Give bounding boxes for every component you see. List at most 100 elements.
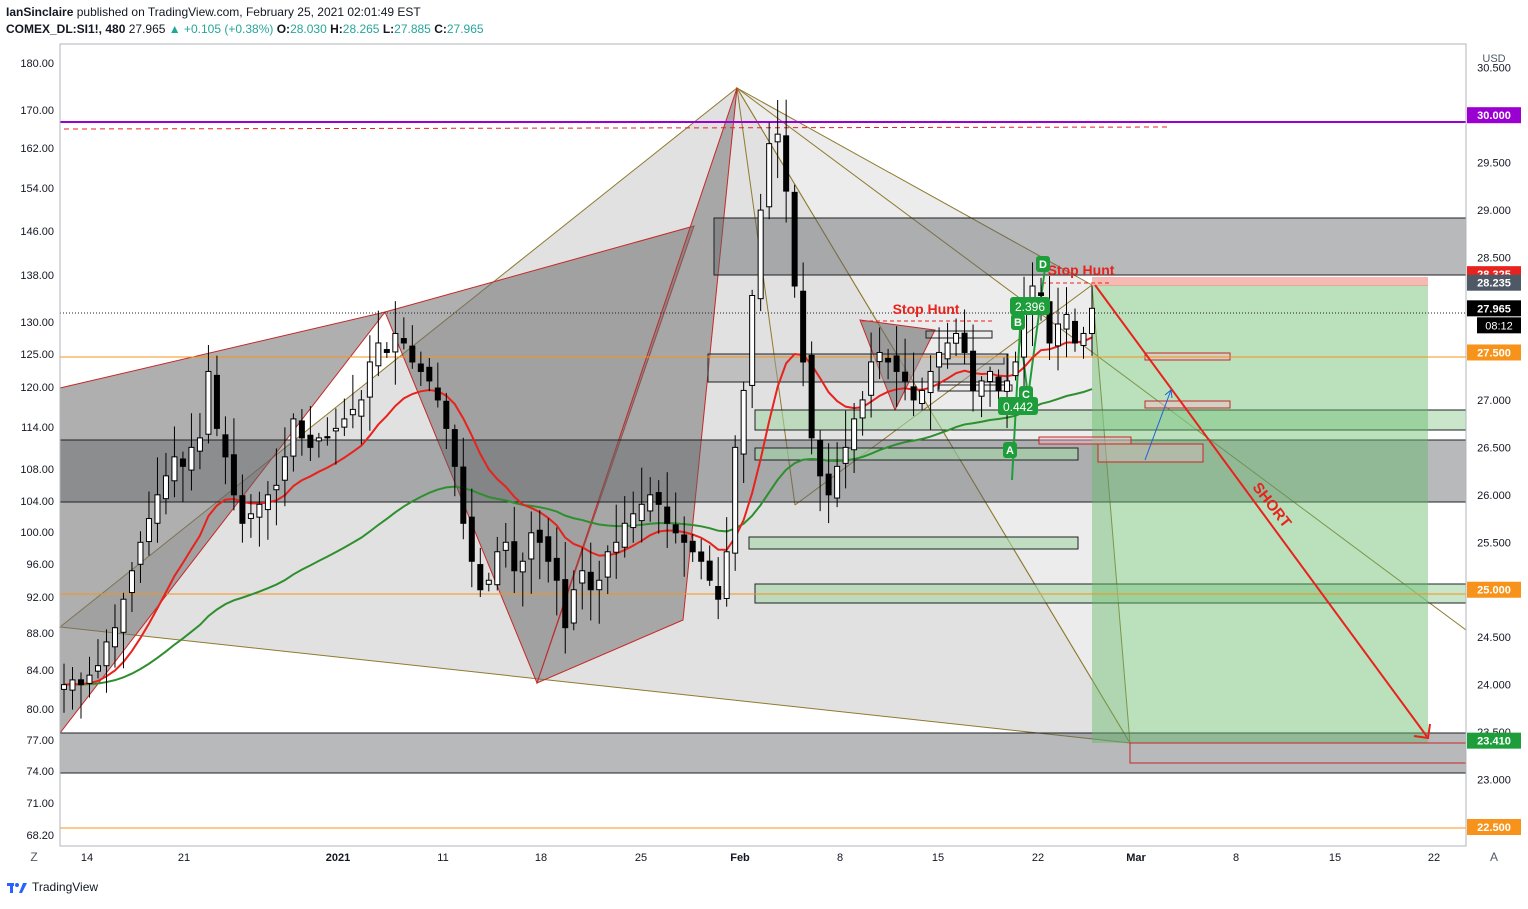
candle-body[interactable] (825, 473, 832, 496)
candle-body[interactable] (740, 389, 747, 455)
candle-body[interactable] (468, 516, 475, 562)
candle-body[interactable] (842, 446, 849, 464)
candle-body[interactable] (1038, 292, 1045, 297)
candle-body[interactable] (239, 495, 246, 524)
candle-body[interactable] (587, 571, 594, 591)
candle-body[interactable] (859, 399, 866, 419)
price-tag[interactable] (1467, 107, 1521, 124)
candle-body[interactable] (851, 418, 858, 451)
candle-body[interactable] (307, 434, 314, 448)
candle-body[interactable] (970, 350, 977, 391)
short-target-zone[interactable] (1092, 285, 1428, 743)
candle-body[interactable] (86, 674, 93, 684)
candle-body[interactable] (494, 551, 501, 586)
candle-body[interactable] (953, 332, 960, 344)
candle-body[interactable] (77, 679, 84, 686)
candle-body[interactable] (188, 446, 195, 471)
candle-body[interactable] (681, 534, 688, 543)
candle-body[interactable] (264, 494, 271, 511)
candle-body[interactable] (774, 133, 781, 143)
candle-body[interactable] (944, 342, 951, 360)
candle-body[interactable] (868, 361, 875, 396)
candle-body[interactable] (230, 454, 237, 496)
candle-body[interactable] (893, 355, 900, 372)
candle-body[interactable] (1004, 380, 1011, 392)
candle-body[interactable] (94, 665, 101, 672)
candle-body[interactable] (783, 135, 790, 192)
x-axis[interactable]: 14 21 2021 11 18 25 Feb 8 15 22 Mar 8 15 22 (60, 845, 1466, 864)
candle-body[interactable] (647, 494, 654, 512)
candle-body[interactable] (936, 351, 943, 368)
candle-body[interactable] (154, 494, 161, 524)
price-tag[interactable] (1467, 732, 1521, 749)
short-stop-zone[interactable] (1092, 277, 1428, 286)
candle-body[interactable] (553, 557, 560, 581)
candle-body[interactable] (706, 560, 713, 581)
candle-body[interactable] (290, 418, 297, 457)
candle-body[interactable] (638, 503, 645, 522)
candle-body[interactable] (927, 370, 934, 394)
candle-body[interactable] (511, 541, 518, 572)
candle-body[interactable] (332, 427, 339, 432)
candle-body[interactable] (621, 522, 628, 548)
candle-body[interactable] (460, 466, 467, 524)
candle-body[interactable] (1072, 320, 1079, 344)
y-axis-right[interactable]: 30.50030.00029.50029.00028.50028.00027.5… (1465, 44, 1521, 846)
candle-body[interactable] (324, 436, 331, 439)
candle-body[interactable] (69, 679, 76, 691)
candle-body[interactable] (247, 513, 254, 519)
candle-body[interactable] (1063, 313, 1070, 330)
price-tag[interactable] (1467, 274, 1521, 291)
candle-body[interactable] (808, 354, 815, 439)
candle-body[interactable] (536, 529, 543, 543)
candle-body[interactable] (817, 439, 824, 477)
candle-body[interactable] (919, 389, 926, 405)
candle-body[interactable] (358, 399, 365, 417)
candle-body[interactable] (426, 366, 433, 382)
candle-body[interactable] (791, 191, 798, 287)
candle-body[interactable] (800, 290, 807, 363)
candle-body[interactable] (1012, 361, 1019, 377)
candle-body[interactable] (366, 361, 373, 398)
candle-body[interactable] (732, 446, 739, 554)
candle-body[interactable] (630, 513, 637, 529)
candle-body[interactable] (689, 540, 696, 553)
candle-body[interactable] (213, 374, 220, 429)
price-tag[interactable] (1467, 300, 1521, 317)
candle-body[interactable] (61, 684, 67, 690)
candle-body[interactable] (162, 475, 169, 500)
candle-body[interactable] (298, 420, 305, 439)
candle-body[interactable] (179, 458, 186, 467)
tradingview-logo-icon[interactable] (6, 880, 28, 894)
candle-body[interactable] (834, 465, 841, 499)
candle-body[interactable] (417, 363, 424, 372)
candle-body[interactable] (383, 349, 390, 353)
candle-body[interactable] (196, 437, 203, 452)
candle-body[interactable] (443, 400, 450, 429)
candle-body[interactable] (885, 357, 892, 363)
candle-body[interactable] (698, 551, 705, 562)
candle-body[interactable] (766, 143, 773, 208)
candle-body[interactable] (434, 387, 441, 401)
candle-body[interactable] (400, 338, 407, 344)
candle-body[interactable] (392, 332, 399, 353)
candle-body[interactable] (273, 484, 280, 491)
y-axis-left[interactable]: 180.00 170.00 162.00 154.00 146.00 138.00 130.… (20, 44, 61, 846)
candle-body[interactable] (128, 570, 135, 594)
candle-body[interactable] (256, 503, 263, 518)
candle-body[interactable] (145, 518, 152, 543)
candle-body[interactable] (528, 532, 535, 560)
candle-body[interactable] (222, 434, 229, 458)
candle-body[interactable] (995, 376, 1002, 391)
log-scale-toggle[interactable]: Z (30, 850, 37, 864)
candle-body[interactable] (519, 560, 526, 573)
candle-body[interactable] (723, 551, 730, 599)
candle-body[interactable] (910, 386, 917, 401)
candle-body[interactable] (902, 371, 909, 382)
candle-body[interactable] (120, 598, 127, 633)
candles[interactable] (61, 99, 1095, 719)
candle-body[interactable] (477, 564, 484, 591)
candle-body[interactable] (613, 541, 620, 553)
candle-body[interactable] (978, 380, 985, 397)
candle-body[interactable] (375, 342, 382, 367)
